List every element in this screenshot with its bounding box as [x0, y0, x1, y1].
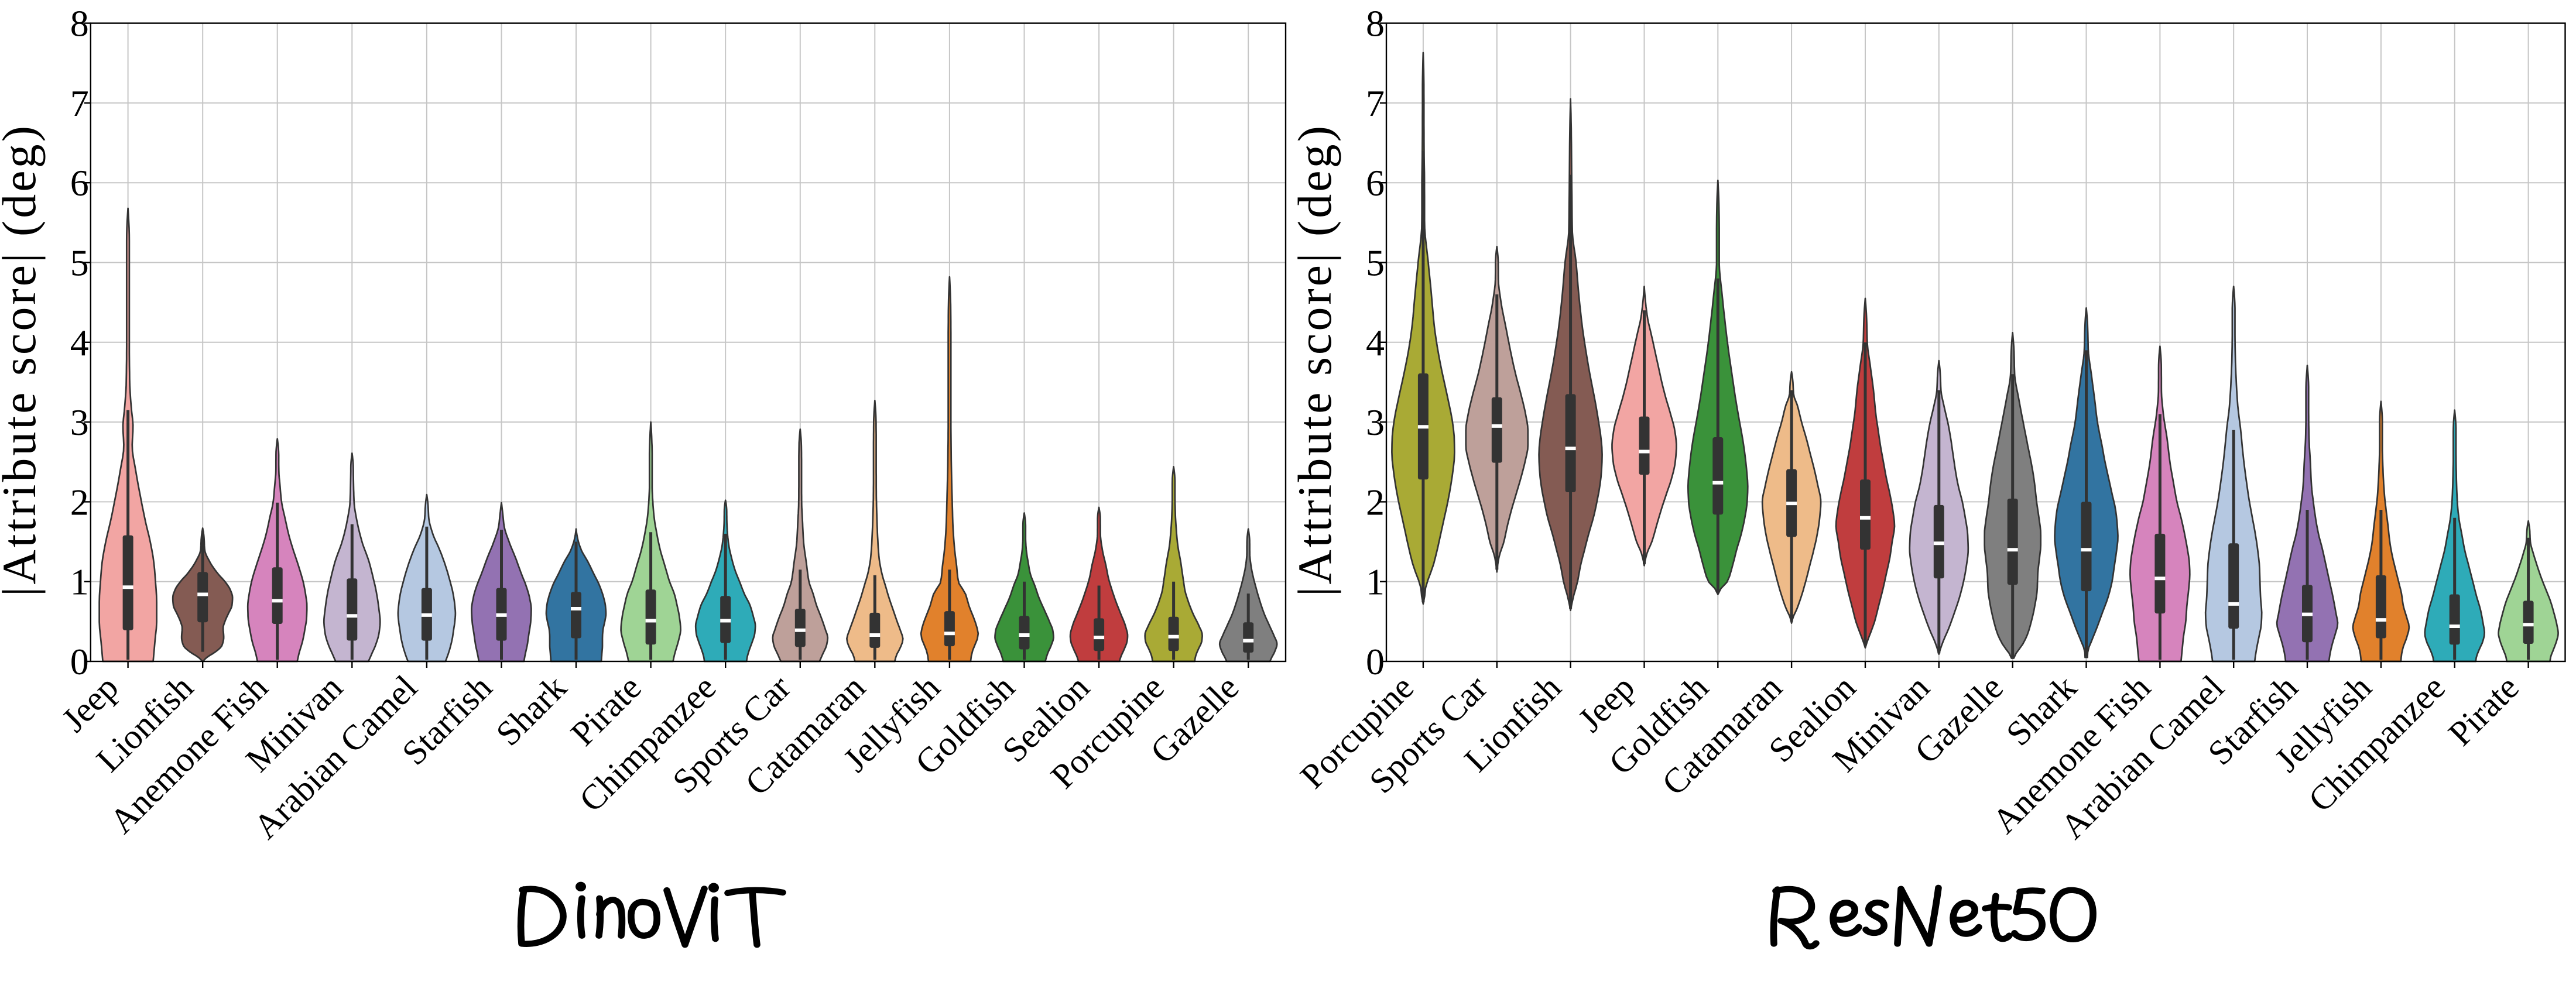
svg-text:2: 2 [70, 481, 89, 523]
svg-text:5: 5 [70, 242, 89, 284]
svg-text:0: 0 [70, 641, 89, 682]
svg-text:6: 6 [70, 162, 89, 204]
svg-text:6: 6 [1366, 162, 1385, 204]
svg-text:8: 8 [1366, 3, 1385, 44]
svg-text:|Attribute score| (deg): |Attribute score| (deg) [1288, 123, 1341, 596]
svg-text:5: 5 [1366, 242, 1385, 284]
svg-text:7: 7 [70, 83, 89, 124]
svg-text:7: 7 [1366, 83, 1385, 124]
svg-text:|Attribute score| (deg): |Attribute score| (deg) [0, 123, 46, 596]
svg-text:3: 3 [1366, 402, 1385, 443]
svg-text:1: 1 [1366, 561, 1385, 603]
svg-text:4: 4 [70, 322, 89, 363]
svg-text:2: 2 [1366, 481, 1385, 523]
svg-text:4: 4 [1366, 322, 1385, 363]
svg-text:1: 1 [70, 561, 89, 603]
svg-text:0: 0 [1366, 641, 1385, 682]
svg-text:8: 8 [70, 3, 89, 44]
svg-text:3: 3 [70, 402, 89, 443]
